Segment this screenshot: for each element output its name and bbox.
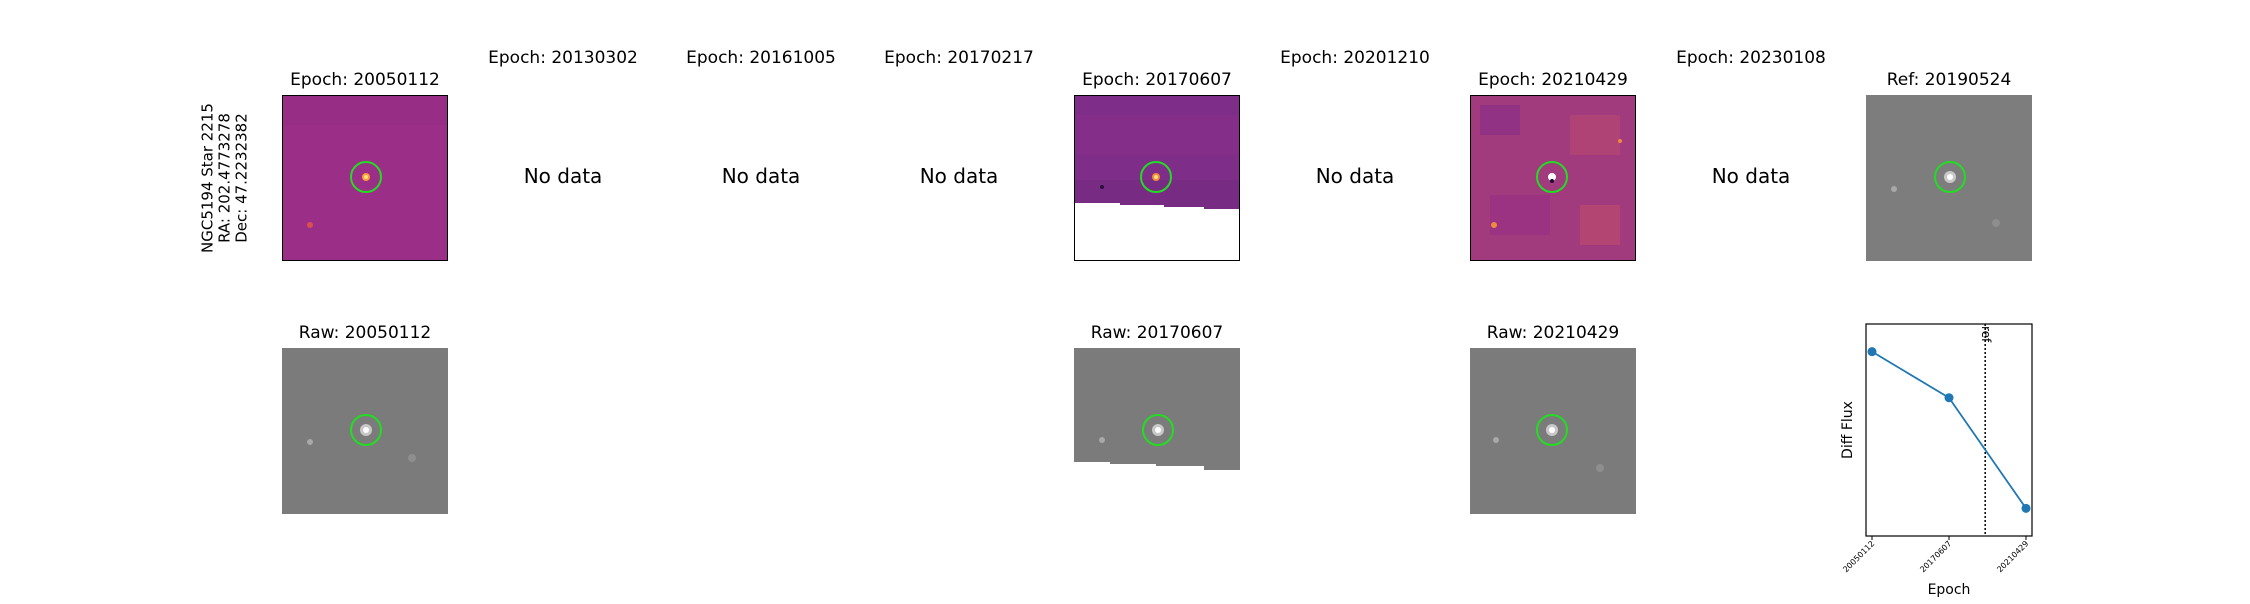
plot-frame	[1865, 323, 2033, 537]
data-point-20170607	[1944, 393, 1954, 403]
epoch-title-4: Epoch: 20170217	[884, 48, 1034, 68]
diff-image-20170607	[1074, 95, 1240, 261]
no-data-label-3: No data	[721, 164, 801, 188]
target-marker-circle	[1142, 414, 1174, 446]
epoch-title-7: Epoch: 20210429	[1478, 70, 1628, 90]
raw-image-20210429	[1470, 348, 1636, 514]
light-curve-chart: ref 20050112 20170607 20210429 Epoch Diff Flu…	[1830, 318, 2060, 604]
x-tick-label: 20170607	[1918, 539, 1953, 574]
target-marker-circle	[350, 414, 382, 446]
target-marker-circle	[1536, 161, 1568, 193]
epoch-title-6: Epoch: 20201210	[1280, 48, 1430, 68]
target-marker-circle	[1140, 161, 1172, 193]
star-ra: RA: 202.4773278	[215, 113, 234, 243]
raw-image-20050112	[282, 348, 448, 514]
series-line	[1871, 350, 2027, 509]
epoch-title-5: Epoch: 20170607	[1082, 70, 1232, 90]
no-data-label-6: No data	[1315, 164, 1395, 188]
raw-image-20170607	[1074, 348, 1240, 514]
data-point-20050112	[1867, 347, 1877, 357]
x-tick-label: 20210429	[1995, 539, 2030, 574]
diff-image-20210429	[1470, 95, 1636, 261]
target-marker-circle	[1536, 414, 1568, 446]
x-axis-label: Epoch	[1928, 582, 1971, 598]
epoch-title-8: Epoch: 20230108	[1676, 48, 1826, 68]
raw-title-3: Raw: 20210429	[1486, 323, 1620, 343]
ref-image-20190524	[1866, 95, 2032, 261]
y-axis-label: Diff Flux	[1840, 401, 1856, 459]
ref-line-label: ref	[1979, 326, 1993, 343]
raw-title-2: Raw: 20170607	[1090, 323, 1224, 343]
ref-title: Ref: 20190524	[1886, 70, 2012, 90]
epoch-title-1: Epoch: 20050112	[290, 70, 440, 90]
no-data-label-2: No data	[523, 164, 603, 188]
star-name: NGC5194 Star 2215	[198, 103, 217, 253]
target-marker-circle	[350, 161, 382, 193]
no-data-label-4: No data	[919, 164, 999, 188]
raw-title-1: Raw: 20050112	[298, 323, 432, 343]
target-marker-circle	[1934, 161, 1966, 193]
diff-image-20050112	[282, 95, 448, 261]
epoch-title-3: Epoch: 20161005	[686, 48, 836, 68]
data-point-20210429	[2021, 503, 2031, 513]
x-tick-label: 20050112	[1841, 539, 1876, 574]
star-dec: Dec: 47.2232382	[232, 113, 251, 243]
no-data-label-8: No data	[1711, 164, 1791, 188]
star-info-label: NGC5194 Star 2215 RA: 202.4773278 Dec: 4…	[198, 103, 251, 253]
epoch-title-2: Epoch: 20130302	[488, 48, 638, 68]
